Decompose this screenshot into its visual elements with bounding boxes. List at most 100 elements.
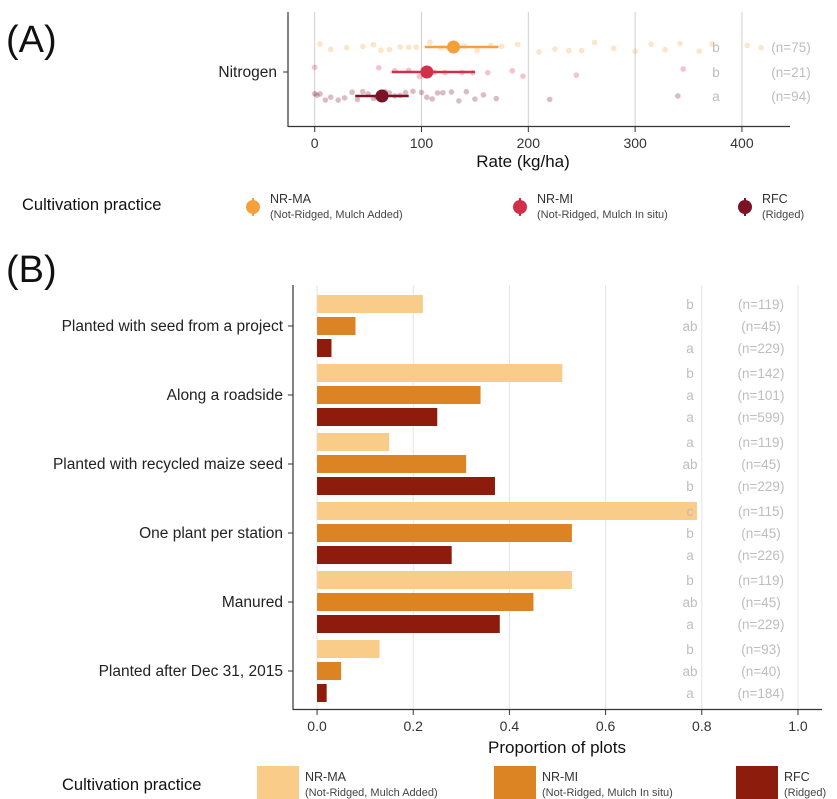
panel-a-raw-point xyxy=(349,89,355,96)
panel-a-raw-point xyxy=(675,93,681,99)
panel-a-raw-point xyxy=(509,67,516,74)
panel-a-raw-point xyxy=(758,44,764,51)
panel-b-x-tick-label: 0.0 xyxy=(307,718,327,734)
panel-a-raw-point xyxy=(610,45,617,52)
panel-a-x-tick-label: 100 xyxy=(410,135,434,151)
panel-b-legend-label: NR-MA xyxy=(305,770,347,784)
panel-b-significance-letter: b xyxy=(686,526,694,541)
panel-a-raw-point xyxy=(378,47,384,54)
panel-a-legend-sublabel: (Ridged) xyxy=(762,209,804,221)
panel-a-raw-point xyxy=(418,89,425,96)
panel-b-x-tick-label: 0.6 xyxy=(596,718,616,734)
panel-b-sample-size: (n=229) xyxy=(738,479,785,494)
panel-a-raw-point xyxy=(375,64,382,71)
panel-b-category-label: Manured xyxy=(222,594,283,611)
panel-a-raw-point xyxy=(632,48,638,55)
panel-b-bars xyxy=(317,295,697,702)
panel-a-legend-label: NR-MA xyxy=(270,192,312,206)
panel-a-raw-point xyxy=(480,92,487,98)
panel-a-raw-point xyxy=(520,73,526,79)
panel-a-legend-label: RFC xyxy=(762,192,788,206)
panel-b-significance-letter: b xyxy=(686,479,694,494)
panel-a-raw-point xyxy=(573,72,580,78)
panel-a-raw-point xyxy=(474,47,480,54)
panel-b-bar xyxy=(317,317,356,335)
panel-b-sample-size: (n=119) xyxy=(738,435,784,450)
panel-a-significance-letter: a xyxy=(712,89,720,104)
panel-b-sample-size: (n=93) xyxy=(741,642,780,657)
panel-b-sample-size: (n=40) xyxy=(741,664,780,679)
panel-a-legend-key xyxy=(738,200,752,214)
panel-b-legend-label: NR-MI xyxy=(542,770,578,784)
panel-b-significance-letter: a xyxy=(686,410,694,425)
panel-a-raw-point xyxy=(327,94,334,100)
panel-a-x-tick-label: 200 xyxy=(517,135,541,151)
panel-a-raw-point xyxy=(314,92,320,98)
panel-a-raw-point xyxy=(536,49,542,55)
panel-a-x-tick-label: 0 xyxy=(311,135,319,151)
panel-a-x-tick-label: 400 xyxy=(730,135,754,151)
panel-a-raw-point xyxy=(498,43,505,50)
panel-b-x-tick-label: 1.0 xyxy=(788,718,808,734)
panel-b-significance-letter: b xyxy=(686,297,694,312)
panel-b-legend-key xyxy=(494,766,536,799)
panel-a-legend-key xyxy=(246,200,260,214)
panel-b-bar xyxy=(317,546,452,564)
panel-b-category-label: One plant per station xyxy=(139,525,283,542)
panel-b-legend-label: RFC xyxy=(784,770,810,784)
panel-a-raw-point xyxy=(402,89,409,96)
panel-b-significance-letter: a xyxy=(686,341,694,356)
panel-b-legend-title: Cultivation practice xyxy=(62,776,201,794)
panel-b-sample-size: (n=229) xyxy=(738,617,785,632)
panel-a-raw-point xyxy=(370,41,377,48)
panel-b-legend-sublabel: (Ridged) xyxy=(784,787,826,799)
panel-a-raw-point xyxy=(591,39,598,46)
panel-a-raw-point xyxy=(335,97,342,103)
panel-a-raw-point xyxy=(343,44,350,51)
panel-b-bar xyxy=(317,433,390,451)
panel-a-sample-size: (n=94) xyxy=(771,89,810,104)
panel-b-letter: (B) xyxy=(6,249,57,291)
panel-a-raw-point xyxy=(744,42,751,49)
panel-b-significance-letter: ab xyxy=(682,319,697,334)
panel-a-raw-point xyxy=(456,98,462,104)
panel-b-significance-letter: b xyxy=(686,366,694,381)
panel-b-sample-size: (n=184) xyxy=(738,686,785,701)
panel-a-raw-point xyxy=(493,95,500,102)
panel-b-bar xyxy=(317,477,495,495)
panel-a-raw-point xyxy=(424,94,430,101)
panel-b-bar xyxy=(317,684,327,702)
panel-a-raw-point xyxy=(327,46,334,53)
panel-b-bar xyxy=(317,386,481,404)
panel-a-raw-point xyxy=(341,95,348,101)
panel-a-raw-point xyxy=(677,40,683,47)
panel-a-significance-letter: b xyxy=(712,65,720,80)
panel-b-sample-size: (n=142) xyxy=(738,366,785,381)
panel-b-significance-letter: b xyxy=(686,573,694,588)
panel-a-raw-point xyxy=(440,89,446,96)
panel-a-raw-point xyxy=(416,73,423,80)
panel-b-bar xyxy=(317,455,467,473)
panel-b-significance-letter: a xyxy=(686,435,694,450)
panel-b-sample-size: (n=226) xyxy=(738,548,785,563)
panel-a-raw-point xyxy=(552,46,558,52)
panel-b-x-ticks: 0.0 0.2 0.4 0.6 0.8 1.0 xyxy=(307,710,808,734)
panel-a-raw-point xyxy=(578,47,585,54)
panel-a-raw-point xyxy=(354,96,361,103)
panel-b-sample-size: (n=45) xyxy=(741,526,780,541)
panel-a-raw-point xyxy=(317,41,323,47)
panel-a-raw-point xyxy=(311,64,318,71)
panel-b-significance-letter: a xyxy=(686,388,694,403)
panel-a-raw-point xyxy=(397,44,403,50)
panel-a-raw-point xyxy=(648,41,654,48)
panel-a-legend: Cultivation practice NR-MA (Not-Ridged, Mu… xyxy=(22,192,804,221)
panel-b-legend-sublabel: (Not-Ridged, Mulch Added) xyxy=(305,787,438,799)
panel-b-annotations: b (n=119)ab (n=45)a (n=229)b (n=142)a (n=101)… xyxy=(682,297,784,701)
panel-a-raw-point xyxy=(448,89,455,95)
panel-a-raw-point xyxy=(427,39,433,45)
panel-b-bar xyxy=(317,339,332,357)
panel-b-significance-letter: a xyxy=(686,617,694,632)
panel-a-letter: (A) xyxy=(6,19,57,61)
panel-a-significance-letter: b xyxy=(712,40,720,55)
panel-a-legend-key xyxy=(513,200,527,214)
